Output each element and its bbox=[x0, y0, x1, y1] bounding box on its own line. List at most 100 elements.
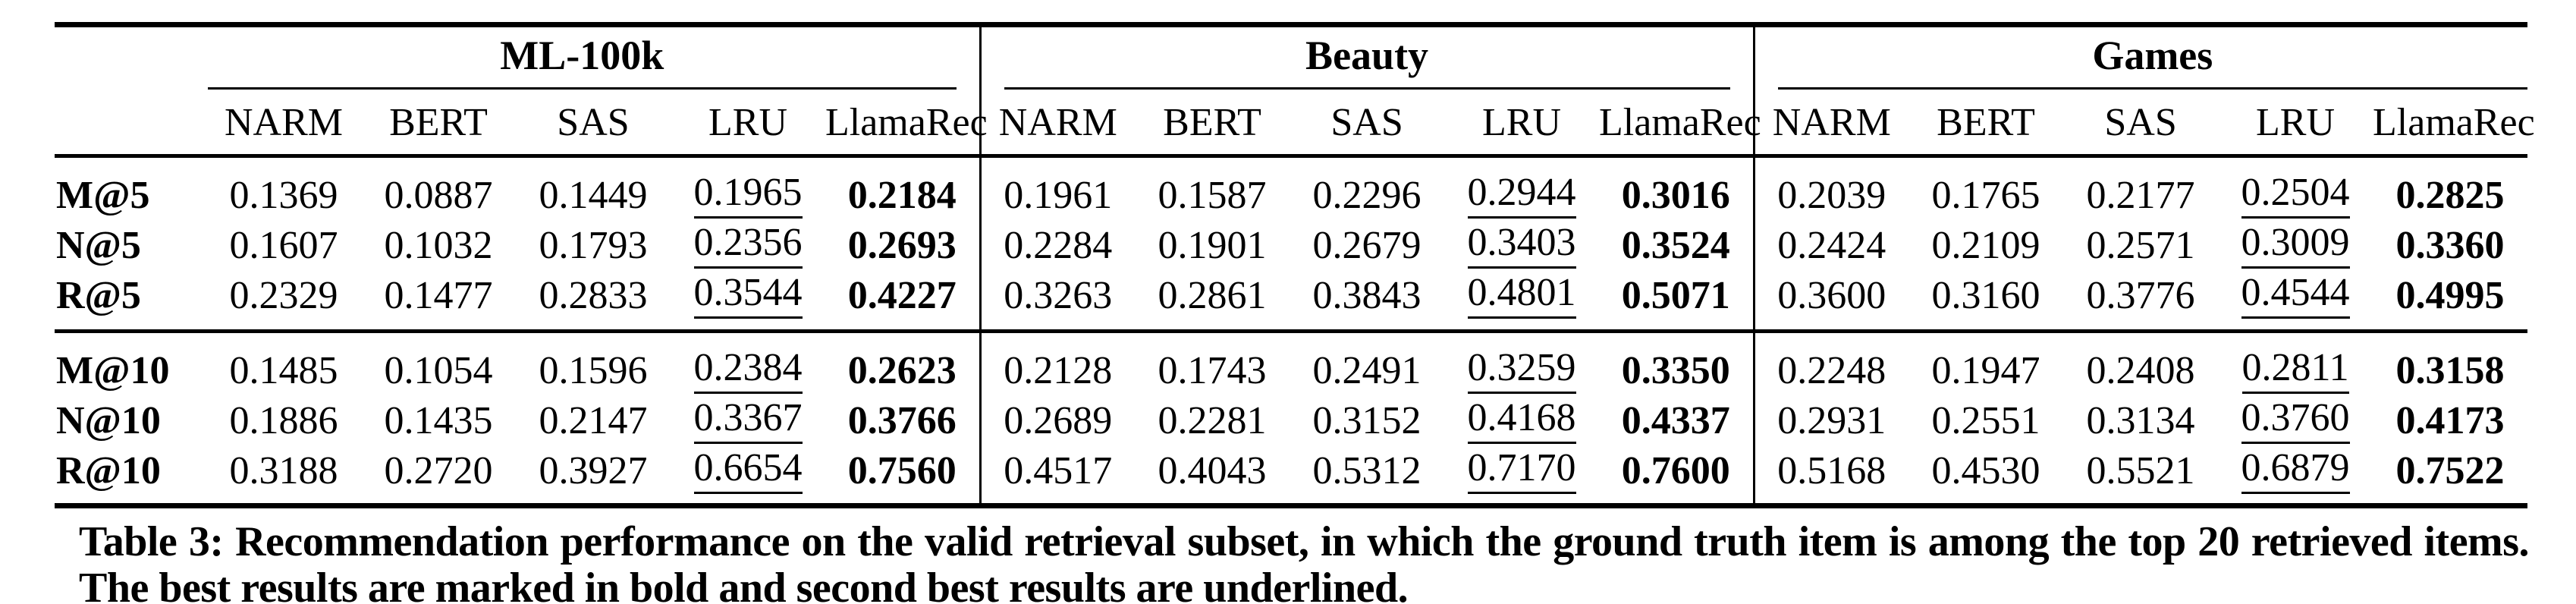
second-best-value: 0.6654 bbox=[693, 448, 803, 494]
metric-value-cell: 0.3544 bbox=[671, 271, 825, 333]
metric-label: R@10 bbox=[56, 449, 161, 492]
second-best-value: 0.7170 bbox=[1467, 448, 1576, 494]
column-header: BERT bbox=[1135, 90, 1290, 158]
metric-value-cell: 0.0887 bbox=[384, 174, 493, 217]
column-header: NARM bbox=[979, 90, 1136, 158]
metric-value-cell: 0.3403 bbox=[1444, 221, 1599, 271]
metric-value-cell: 0.2281 bbox=[1158, 399, 1267, 442]
metric-value-cell: 0.1435 bbox=[384, 399, 493, 442]
second-best-value: 0.3403 bbox=[1467, 223, 1576, 269]
metric-value-cell: 0.1587 bbox=[1158, 174, 1267, 217]
metric-value-cell: 0.2424 bbox=[1752, 221, 1909, 271]
metric-value-cell: 0.1607 bbox=[229, 224, 338, 267]
second-best-value: 0.3760 bbox=[2241, 398, 2350, 444]
metric-label: N@5 bbox=[56, 224, 141, 267]
metric-value-cell: 0.2408 bbox=[2086, 349, 2195, 392]
column-header: NARM bbox=[1752, 90, 1909, 158]
group-header-games: Games bbox=[1752, 24, 2528, 90]
metric-value-cell: 0.2128 bbox=[979, 331, 1136, 396]
column-header: BERT bbox=[1908, 90, 2064, 158]
metric-value-cell: 0.4995 bbox=[2373, 271, 2528, 333]
metric-value-cell: 0.3927 bbox=[539, 449, 648, 492]
metric-value-cell: 0.1485 bbox=[229, 349, 338, 392]
metric-value-cell: 0.3350 bbox=[1621, 349, 1730, 392]
metric-value-cell: 0.2679 bbox=[1312, 224, 1422, 267]
metric-value-cell: 0.3600 bbox=[1752, 271, 1909, 333]
metric-value-cell: 0.3188 bbox=[229, 449, 338, 492]
metric-value-cell: 0.2296 bbox=[1312, 174, 1422, 217]
metric-value-cell: 0.1886 bbox=[229, 399, 338, 442]
metric-value-cell: 0.2356 bbox=[671, 221, 825, 271]
metric-value-cell: 0.7170 bbox=[1444, 446, 1599, 506]
group-header-beauty: Beauty bbox=[979, 24, 1755, 90]
metric-value-cell: 0.4801 bbox=[1444, 271, 1600, 333]
metric-value-cell: 0.4173 bbox=[2395, 399, 2505, 442]
metric-value-cell: 0.6654 bbox=[671, 446, 825, 506]
metric-value-cell: 0.4337 bbox=[1621, 399, 1730, 442]
group-label: Games bbox=[2092, 33, 2213, 78]
second-best-value: 0.4801 bbox=[1467, 273, 1576, 319]
metric-value-cell: 0.2551 bbox=[1931, 399, 2040, 442]
metric-value-cell: 0.2039 bbox=[1752, 156, 1909, 221]
metric-value-cell: 0.2284 bbox=[979, 221, 1136, 271]
metric-value-cell: 0.2623 bbox=[847, 349, 957, 392]
metric-value-cell: 0.2491 bbox=[1312, 349, 1422, 392]
metric-value-cell: 0.3263 bbox=[979, 271, 1136, 333]
metric-value-cell: 0.5071 bbox=[1599, 271, 1755, 333]
table-row: M@5 0.1369 0.0887 0.1449 0.1965 0.2184 0.1961 0… bbox=[55, 156, 2527, 222]
metric-value-cell: 0.7600 bbox=[1621, 449, 1730, 492]
metric-value-cell: 0.1961 bbox=[979, 156, 1136, 221]
metric-value-cell: 0.3134 bbox=[2086, 399, 2195, 442]
metric-value-cell: 0.2248 bbox=[1752, 331, 1909, 396]
second-best-value: 0.3544 bbox=[693, 273, 803, 319]
metric-value-cell: 0.2693 bbox=[847, 224, 957, 267]
metric-value-cell: 0.3760 bbox=[2218, 396, 2373, 446]
metric-value-cell: 0.2825 bbox=[2395, 174, 2505, 217]
metric-value-cell: 0.4530 bbox=[1931, 449, 2040, 492]
metric-value-cell: 0.5521 bbox=[2086, 449, 2195, 492]
second-best-value: 0.3009 bbox=[2241, 223, 2350, 269]
column-header: LRU bbox=[2218, 90, 2373, 158]
metric-value-cell: 0.5168 bbox=[1752, 446, 1909, 506]
metric-value-cell: 0.2177 bbox=[2086, 174, 2195, 217]
metric-value-cell: 0.4544 bbox=[2218, 271, 2373, 333]
metric-value-cell: 0.5312 bbox=[1312, 449, 1422, 492]
metric-value-cell: 0.2833 bbox=[516, 271, 671, 333]
metric-value-cell: 0.2720 bbox=[384, 449, 493, 492]
metric-value-cell: 0.1793 bbox=[539, 224, 648, 267]
metric-value-cell: 0.2861 bbox=[1135, 271, 1290, 333]
metric-value-cell: 0.3360 bbox=[2395, 224, 2505, 267]
metric-value-cell: 0.1743 bbox=[1158, 349, 1267, 392]
metric-value-cell: 0.1369 bbox=[229, 174, 338, 217]
metric-value-cell: 0.2689 bbox=[979, 396, 1136, 446]
table-row: M@10 0.1485 0.1054 0.1596 0.2384 0.2623 0.2128… bbox=[55, 331, 2527, 397]
metric-value-cell: 0.3367 bbox=[671, 396, 825, 446]
column-header: SAS bbox=[2063, 90, 2219, 158]
group-label: ML-100k bbox=[500, 33, 664, 78]
column-header: LlamaRec bbox=[1599, 90, 1761, 158]
metric-value-cell: 0.2944 bbox=[1444, 156, 1599, 222]
corner-cell bbox=[55, 90, 206, 158]
column-header: LlamaRec bbox=[825, 90, 988, 158]
second-best-value: 0.2944 bbox=[1467, 173, 1576, 219]
second-best-value: 0.2384 bbox=[693, 348, 803, 394]
metric-value-cell: 0.3524 bbox=[1621, 224, 1730, 267]
metric-value-cell: 0.1054 bbox=[384, 349, 493, 392]
metric-value-cell: 0.2147 bbox=[539, 399, 648, 442]
metric-value-cell: 0.1449 bbox=[539, 174, 648, 217]
second-best-value: 0.4168 bbox=[1467, 398, 1576, 444]
metric-value-cell: 0.1596 bbox=[539, 349, 648, 392]
column-header: LRU bbox=[671, 90, 825, 158]
metric-value-cell: 0.6879 bbox=[2218, 446, 2373, 506]
metric-value-cell: 0.4517 bbox=[979, 446, 1136, 506]
metric-value-cell: 0.3009 bbox=[2218, 221, 2373, 271]
metric-value-cell: 0.4168 bbox=[1444, 396, 1599, 446]
second-best-value: 0.6879 bbox=[2241, 448, 2350, 494]
table-caption: Table 3: Recommendation performance on t… bbox=[79, 518, 2530, 604]
metric-value-cell: 0.2384 bbox=[671, 332, 825, 397]
metric-value-cell: 0.2571 bbox=[2086, 224, 2195, 267]
metric-value-cell: 0.4227 bbox=[825, 271, 981, 333]
column-header: BERT bbox=[361, 90, 516, 158]
metric-value-cell: 0.1032 bbox=[384, 224, 493, 267]
metric-label: R@5 bbox=[55, 271, 206, 333]
